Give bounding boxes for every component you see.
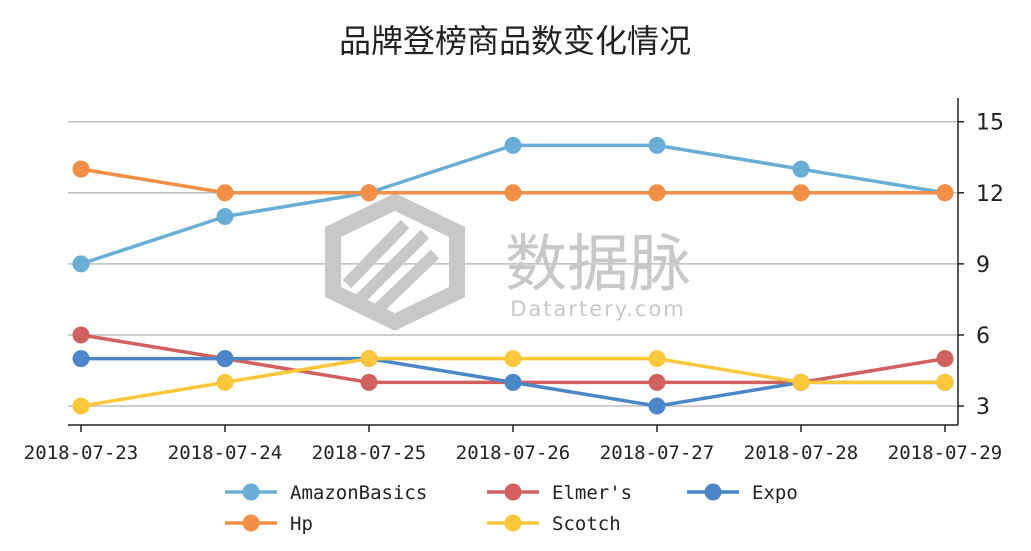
data-point[interactable] xyxy=(936,373,954,391)
axes: 3 6 9 12 15 2018-07-23 2018-07-24 2018-07-25 201… xyxy=(24,98,1004,464)
series-hp xyxy=(72,160,954,202)
watermark-text: 数据脉 xyxy=(505,227,691,300)
legend-swatch-marker xyxy=(504,483,522,501)
legend-swatch-marker xyxy=(242,483,260,501)
data-point[interactable] xyxy=(504,136,522,154)
y-tick-label: 9 xyxy=(976,253,990,278)
data-point[interactable] xyxy=(648,184,666,202)
legend-item[interactable]: AmazonBasics xyxy=(225,482,427,504)
legend-label: Expo xyxy=(752,482,798,504)
x-tick-label: 2018-07-23 xyxy=(24,442,138,464)
data-point[interactable] xyxy=(648,136,666,154)
data-point[interactable] xyxy=(792,160,810,178)
legend-item[interactable]: Elmer's xyxy=(487,482,632,504)
data-point[interactable] xyxy=(648,397,666,415)
y-tick-label: 3 xyxy=(976,395,990,420)
legend-swatch-marker xyxy=(504,514,522,532)
x-tick-label: 2018-07-29 xyxy=(888,442,1002,464)
watermark-subtext: Datartery.com xyxy=(510,297,686,321)
data-point[interactable] xyxy=(216,350,234,368)
data-point[interactable] xyxy=(936,184,954,202)
x-tick-label: 2018-07-28 xyxy=(744,442,858,464)
watermark: 数据脉 Datartery.com xyxy=(325,193,691,331)
legend-label: Scotch xyxy=(552,513,621,535)
data-point[interactable] xyxy=(936,350,954,368)
data-point[interactable] xyxy=(360,350,378,368)
data-point[interactable] xyxy=(72,326,90,344)
legend-swatch-marker xyxy=(704,483,722,501)
data-point[interactable] xyxy=(504,184,522,202)
data-point[interactable] xyxy=(216,207,234,225)
data-point[interactable] xyxy=(792,373,810,391)
watermark-logo-icon xyxy=(325,193,465,331)
data-point[interactable] xyxy=(648,350,666,368)
data-point[interactable] xyxy=(72,255,90,273)
x-tick-label: 2018-07-26 xyxy=(456,442,570,464)
data-point[interactable] xyxy=(792,184,810,202)
data-point[interactable] xyxy=(216,373,234,391)
legend-label: Hp xyxy=(290,513,313,535)
data-point[interactable] xyxy=(504,350,522,368)
data-point[interactable] xyxy=(72,350,90,368)
data-point[interactable] xyxy=(360,373,378,391)
legend: AmazonBasics Elmer's Expo Hp Scotch xyxy=(225,482,798,535)
series-group xyxy=(72,136,954,415)
legend-label: Elmer's xyxy=(552,482,632,504)
data-point[interactable] xyxy=(216,184,234,202)
legend-label: AmazonBasics xyxy=(290,482,427,504)
legend-item[interactable]: Expo xyxy=(687,482,798,504)
legend-swatch-marker xyxy=(242,514,260,532)
legend-item[interactable]: Scotch xyxy=(487,513,621,535)
data-point[interactable] xyxy=(360,184,378,202)
y-tick-label: 15 xyxy=(976,111,1004,136)
x-tick-label: 2018-07-24 xyxy=(168,442,282,464)
y-tick-label: 12 xyxy=(976,182,1004,207)
x-tick-label: 2018-07-27 xyxy=(600,442,714,464)
series-scotch xyxy=(72,350,954,415)
data-point[interactable] xyxy=(648,373,666,391)
chart-title: 品牌登榜商品数变化情况 xyxy=(339,22,691,60)
data-point[interactable] xyxy=(72,160,90,178)
data-point[interactable] xyxy=(72,397,90,415)
data-point[interactable] xyxy=(504,373,522,391)
legend-item[interactable]: Hp xyxy=(225,513,313,535)
x-tick-label: 2018-07-25 xyxy=(312,442,426,464)
y-tick-label: 6 xyxy=(976,324,990,349)
